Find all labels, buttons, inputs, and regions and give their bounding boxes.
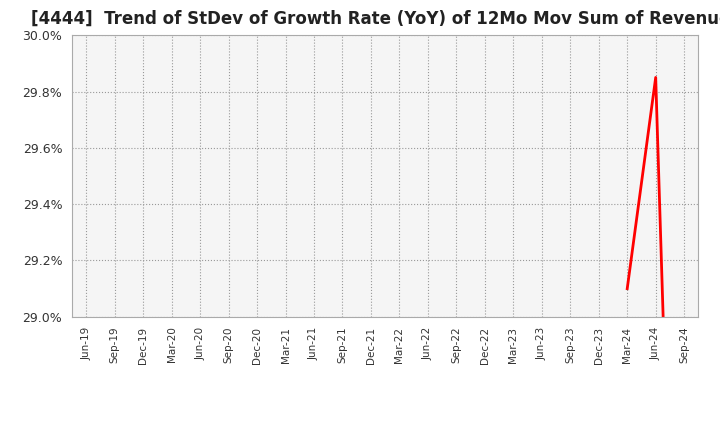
Title: [4444]  Trend of StDev of Growth Rate (YoY) of 12Mo Mov Sum of Revenues: [4444] Trend of StDev of Growth Rate (Yo…: [30, 10, 720, 28]
Legend: 3 Years, 5 Years, 7 Years, 10 Years: 3 Years, 5 Years, 7 Years, 10 Years: [166, 434, 604, 440]
